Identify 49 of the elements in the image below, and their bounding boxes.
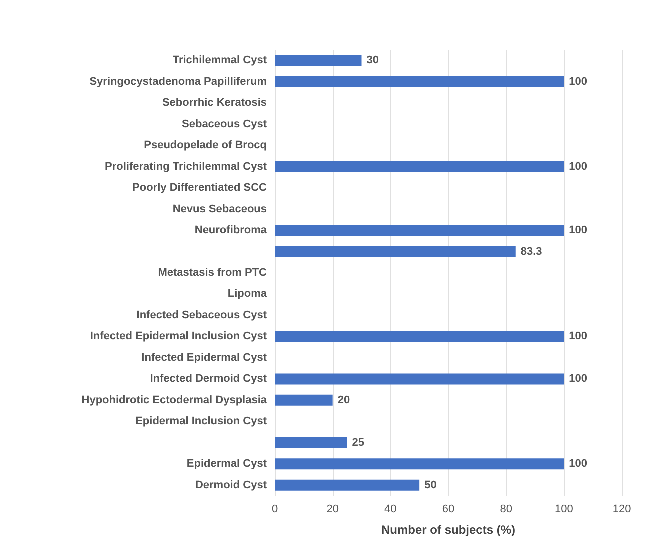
y-tick-label: Syringocystadenoma Papilliferum <box>90 76 268 88</box>
x-tick-label: 120 <box>612 504 632 516</box>
data-label: 100 <box>569 330 588 343</box>
bar <box>275 225 564 236</box>
x-tick-label: 40 <box>384 504 397 516</box>
y-tick-label: Nevus Sebaceous <box>172 203 267 216</box>
y-tick-label: Lipoma <box>228 288 268 300</box>
x-tick-label: 100 <box>554 504 574 516</box>
y-tick-label: Infected Dermoid Cyst <box>150 373 268 386</box>
bar <box>275 458 564 470</box>
x-tick-label: 20 <box>326 504 339 516</box>
y-tick-label: Proliferating Trichilemmal Cyst <box>105 160 268 173</box>
y-tick-label: Epidermal Inclusion Cyst <box>136 416 268 428</box>
bar <box>275 374 564 385</box>
data-label: 100 <box>569 160 588 173</box>
data-label: 25 <box>352 436 365 449</box>
bar <box>275 76 564 88</box>
y-tick-label: Pseudopelade of Brocq <box>144 140 267 152</box>
data-label: 20 <box>338 394 350 406</box>
y-tick-label: Seborrhic Keratosis <box>162 97 267 110</box>
bar <box>275 246 516 258</box>
y-tick-label: Epidermal Cyst <box>186 458 268 470</box>
bar <box>275 161 564 172</box>
data-label: 100 <box>569 76 588 88</box>
bar <box>275 331 564 342</box>
x-tick-label: 0 <box>272 504 278 516</box>
data-label: 100 <box>569 458 588 470</box>
bar <box>275 437 348 448</box>
x-tick-label: 60 <box>442 504 455 516</box>
x-axis-title: Number of subjects (%) <box>381 523 516 537</box>
bar <box>275 480 420 491</box>
y-tick-label: Infected Epidermal Cyst <box>142 352 268 364</box>
bar <box>275 394 333 406</box>
data-label: 50 <box>424 479 437 492</box>
bar <box>275 55 362 66</box>
data-label: 83.3 <box>520 246 542 258</box>
y-tick-label: Trichilemmal Cyst <box>172 54 268 67</box>
data-label: 100 <box>569 224 588 237</box>
data-label: 30 <box>366 54 379 67</box>
y-tick-label: Infected Sebaceous Cyst <box>136 309 268 322</box>
y-tick-label: Sebaceous Cyst <box>182 118 268 130</box>
data-label: 100 <box>569 373 588 386</box>
y-tick-label: Poorly Differentiated SCC <box>132 182 268 194</box>
y-tick-label: Hypohidrotic Ectodermal Dysplasia <box>82 394 268 406</box>
x-tick-label: 80 <box>500 504 512 516</box>
y-tick-label: Dermoid Cyst <box>195 479 268 492</box>
y-tick-label: Metastasis from PTC <box>158 267 268 279</box>
y-tick-label: Infected Epidermal Inclusion Cyst <box>90 330 268 343</box>
y-tick-label: Neurofibroma <box>194 224 268 237</box>
